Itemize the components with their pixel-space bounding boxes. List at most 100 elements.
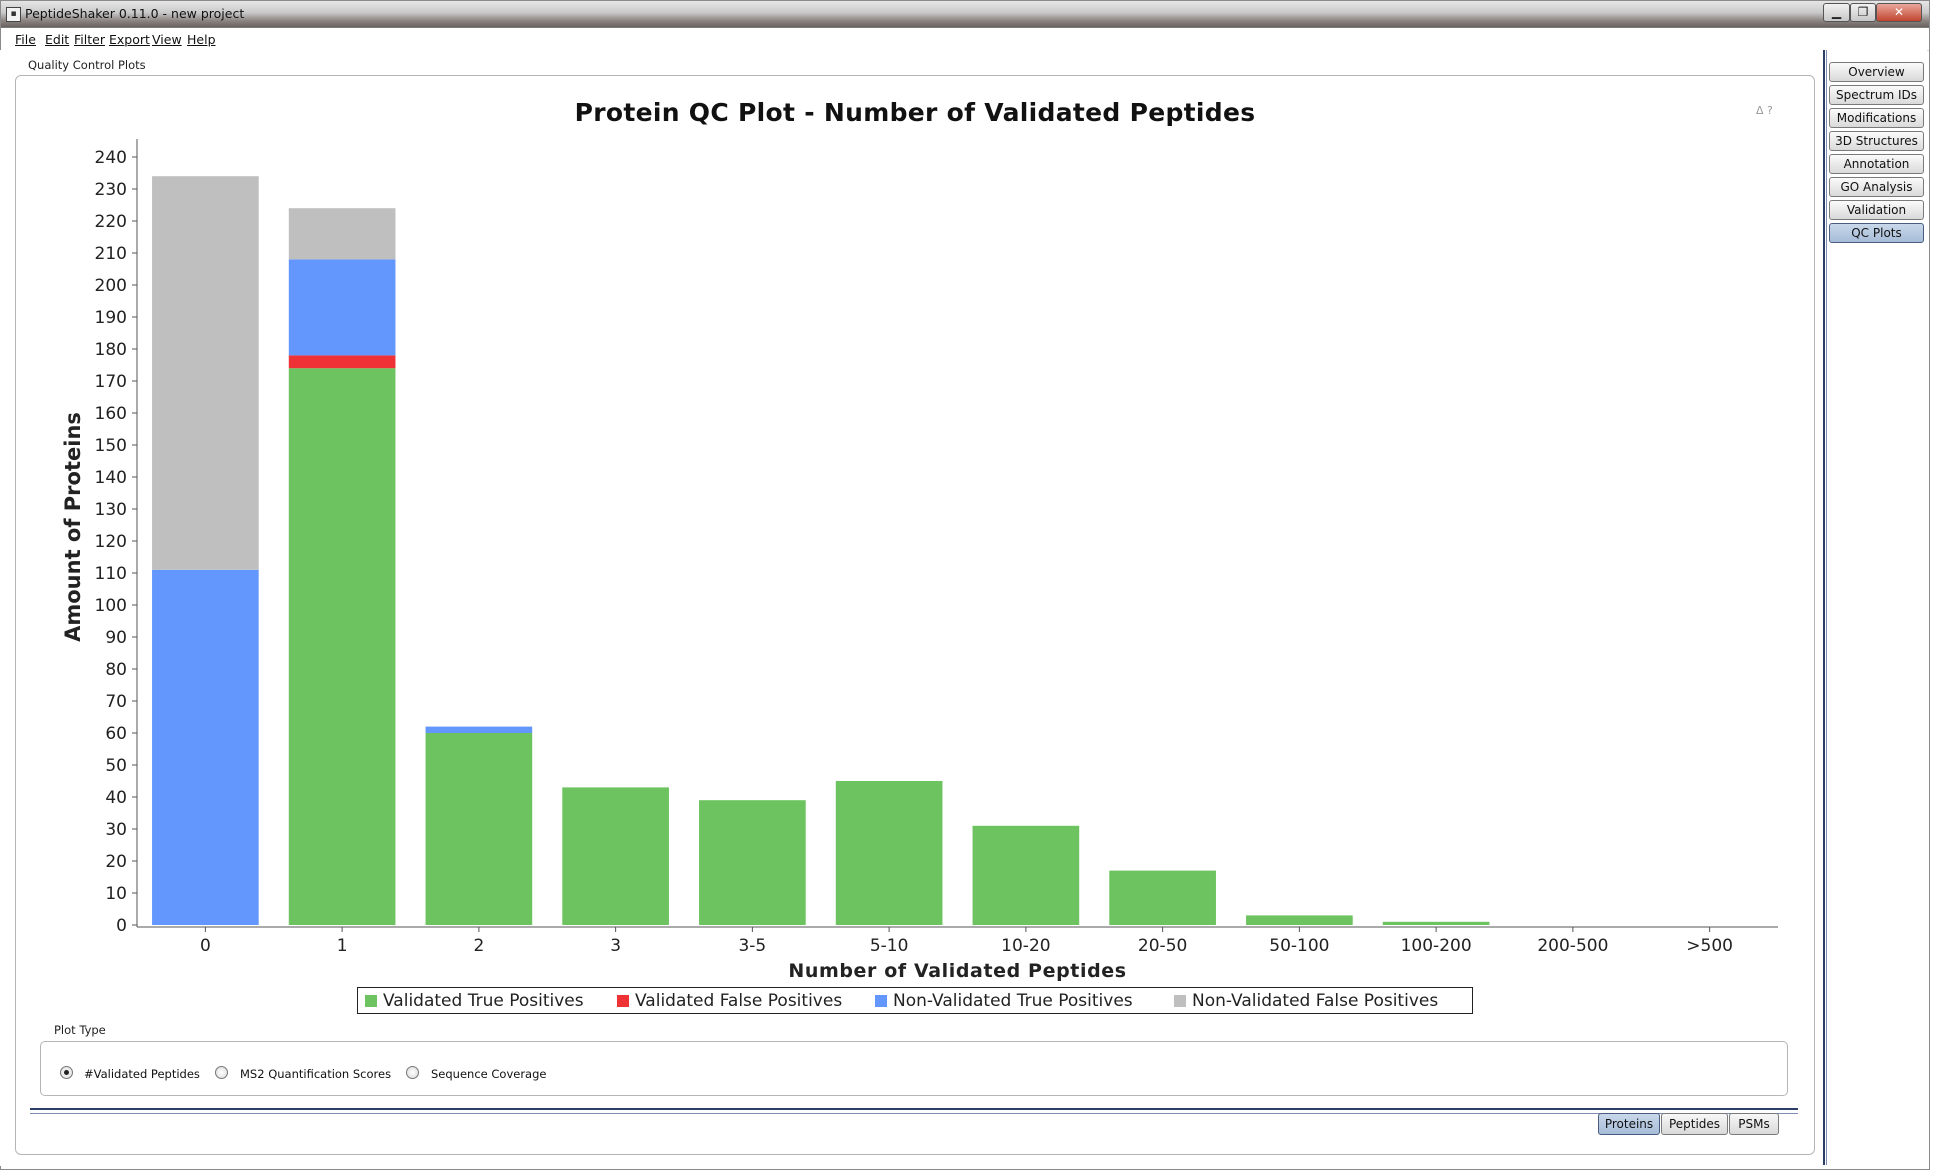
side-tab-validation[interactable]: Validation (1829, 200, 1924, 220)
legend-entry-non-validated-true-positives: Non-Validated True Positives (875, 991, 1133, 1011)
bar-segment (972, 825, 1080, 925)
bar-segment (425, 733, 533, 925)
maximize-button[interactable]: ❐ (1850, 3, 1876, 22)
menu-edit[interactable]: Edit (45, 32, 70, 47)
bar-segment (288, 259, 396, 356)
y-tick-label: 70 (105, 692, 127, 712)
x-tick-label: 50-100 (1269, 936, 1329, 956)
bar-segment (835, 781, 943, 925)
side-tab-spectrum-ids[interactable]: Spectrum IDs (1829, 85, 1924, 105)
y-tick-label: 180 (95, 340, 127, 360)
tab-separator (30, 1108, 1798, 1114)
bar-segment (152, 569, 259, 925)
side-panel-divider (1823, 50, 1827, 1165)
bar-segment (152, 176, 259, 570)
y-tick-label: 150 (95, 436, 127, 456)
tab-proteins[interactable]: Proteins (1598, 1113, 1660, 1135)
y-tick-label: 110 (95, 564, 127, 584)
y-tick-label: 210 (95, 244, 127, 264)
bar-segment (288, 208, 396, 260)
title-bar[interactable]: ▪ PeptideShaker 0.11.0 - new project ▁ ❐… (1, 1, 1929, 28)
y-tick-label: 170 (95, 372, 127, 392)
y-tick-label: 130 (95, 500, 127, 520)
y-tick-label: 80 (105, 660, 127, 680)
y-tick-label: 120 (95, 532, 127, 552)
bar-segment (1109, 870, 1216, 925)
x-tick-label: 10-20 (1001, 936, 1050, 956)
y-tick-label: 0 (116, 916, 127, 936)
y-tick-label: 160 (95, 404, 127, 424)
y-tick-label: 40 (105, 788, 127, 808)
x-axis-label: Number of Validated Peptides (788, 960, 1126, 982)
legend-swatch (365, 995, 377, 1007)
x-tick-label: >500 (1686, 936, 1733, 956)
y-tick-label: 60 (105, 724, 127, 744)
minimize-button[interactable]: ▁ (1823, 3, 1850, 22)
plot-type-group (40, 1041, 1788, 1096)
x-tick-label: 0 (200, 936, 211, 956)
y-tick-label: 230 (95, 180, 127, 200)
tab-psms[interactable]: PSMs (1729, 1113, 1779, 1135)
y-tick-label: 200 (95, 276, 127, 296)
radio-validated-peptides[interactable] (60, 1066, 73, 1079)
x-tick-label: 100-200 (1401, 936, 1472, 956)
legend-swatch (875, 995, 887, 1007)
side-tab-3d-structures[interactable]: 3D Structures (1829, 131, 1924, 151)
x-tick-label: 2 (473, 936, 484, 956)
menu-export[interactable]: Export (109, 32, 150, 47)
help-icon[interactable]: ᐃ ? (1756, 104, 1773, 117)
bar-segment (425, 726, 533, 733)
y-tick-label: 100 (95, 596, 127, 616)
menu-view[interactable]: View (152, 32, 182, 47)
panel-title: Quality Control Plots (28, 58, 146, 72)
radio-label-validated-peptides[interactable]: #Validated Peptides (84, 1067, 200, 1081)
radio-label-sequence-coverage[interactable]: Sequence Coverage (431, 1067, 547, 1081)
y-tick-label: 140 (95, 468, 127, 488)
window-title: PeptideShaker 0.11.0 - new project (25, 6, 245, 21)
legend-label: Validated False Positives (635, 991, 843, 1011)
x-tick-label: 5-10 (870, 936, 909, 956)
bar-segment (699, 800, 806, 925)
side-tab-annotation[interactable]: Annotation (1829, 154, 1924, 174)
app-icon: ▪ (6, 7, 21, 22)
radio-ms2-quantification-scores[interactable] (215, 1066, 228, 1079)
plot-type-label: Plot Type (54, 1023, 106, 1037)
legend-swatch (1174, 995, 1186, 1007)
y-axis-label: Amount of Proteins (61, 412, 85, 642)
y-tick-label: 20 (105, 852, 127, 872)
x-tick-label: 20-50 (1138, 936, 1187, 956)
y-tick-label: 50 (105, 756, 127, 776)
menu-filter[interactable]: Filter (74, 32, 105, 47)
chart-legend: Validated True Positives Validated False… (357, 987, 1473, 1014)
x-tick-label: 3-5 (738, 936, 766, 956)
x-tick-label: 3 (610, 936, 621, 956)
bar-segment (562, 787, 669, 925)
menu-file[interactable]: File (15, 32, 36, 47)
menu-help[interactable]: Help (187, 32, 216, 47)
y-tick-label: 30 (105, 820, 127, 840)
radio-label-ms2-quantification-scores[interactable]: MS2 Quantification Scores (240, 1067, 392, 1081)
side-tab-overview[interactable]: Overview (1829, 62, 1924, 82)
side-tab-qc-plots[interactable]: QC Plots (1829, 223, 1924, 243)
legend-swatch (617, 995, 629, 1007)
tab-peptides[interactable]: Peptides (1661, 1113, 1728, 1135)
panel-frame (15, 75, 1815, 1155)
bar-segment (288, 368, 396, 925)
y-tick-label: 220 (95, 212, 127, 232)
side-tab-modifications[interactable]: Modifications (1829, 108, 1924, 128)
legend-entry-validated-true-positives: Validated True Positives (365, 991, 584, 1011)
y-tick-label: 240 (95, 148, 127, 168)
x-tick-label: 200-500 (1537, 936, 1608, 956)
radio-sequence-coverage[interactable] (406, 1066, 419, 1079)
legend-label: Non-Validated True Positives (893, 991, 1133, 1011)
side-tab-go-analysis[interactable]: GO Analysis (1829, 177, 1924, 197)
close-button[interactable]: ✕ (1876, 3, 1922, 22)
bar-chart: 0102030405060708090100110120130140150160… (61, 139, 1778, 982)
y-tick-label: 190 (95, 308, 127, 328)
bar-segment (1246, 915, 1353, 925)
legend-entry-non-validated-false-positives: Non-Validated False Positives (1174, 991, 1438, 1011)
y-tick-label: 90 (105, 628, 127, 648)
legend-entry-validated-false-positives: Validated False Positives (617, 991, 842, 1011)
x-tick-label: 1 (337, 936, 348, 956)
legend-label: Validated True Positives (383, 991, 584, 1011)
